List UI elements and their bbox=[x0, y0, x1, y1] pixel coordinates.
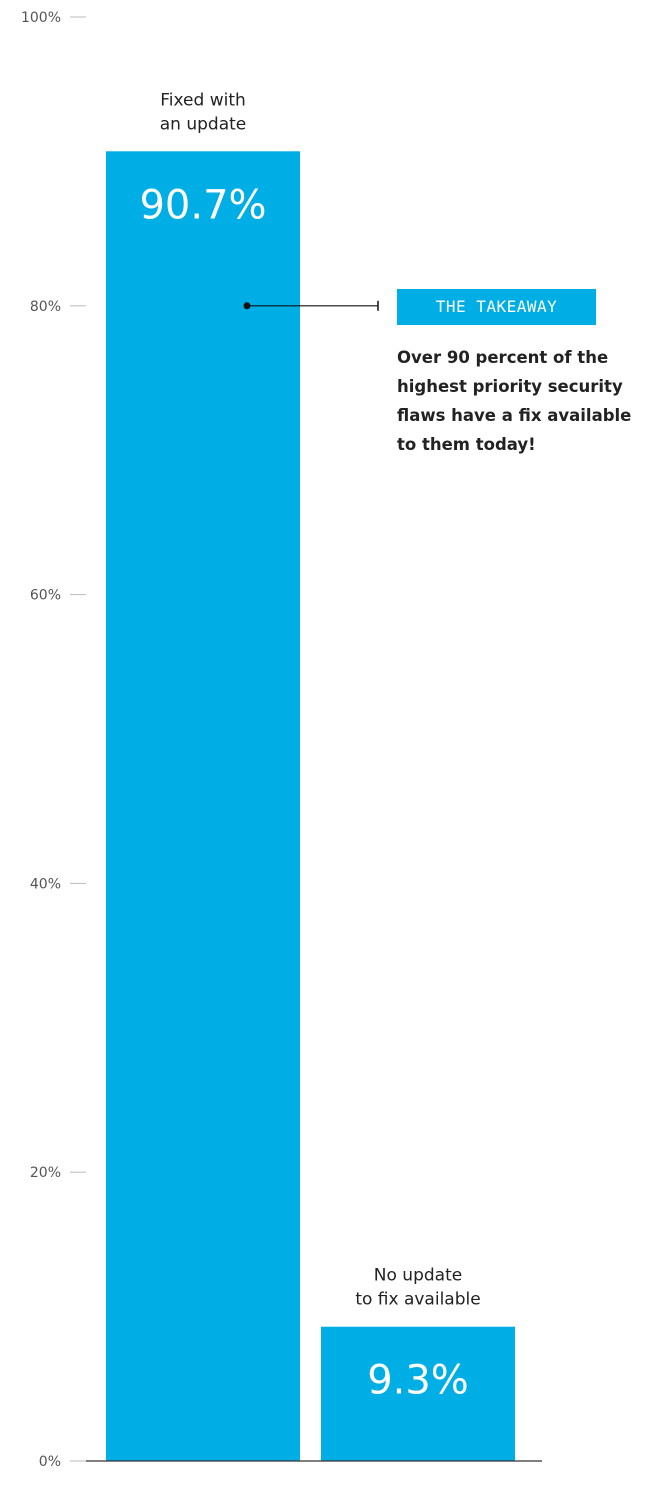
bar-value-label: 90.7% bbox=[139, 182, 266, 228]
y-tick-label: 0% bbox=[39, 1454, 61, 1470]
bar-category-label: No update bbox=[374, 1266, 462, 1286]
bars-group: 90.7% Fixed with an update 9.3% No update to … bbox=[106, 90, 515, 1462]
bar bbox=[106, 151, 300, 1462]
takeaway-badge: THE TAKEAWAY bbox=[397, 289, 596, 325]
bar-value-label: 9.3% bbox=[367, 1358, 469, 1404]
y-tick-label: 60% bbox=[30, 588, 61, 604]
y-tick-label: 100% bbox=[21, 10, 61, 26]
bar-category-label: an update bbox=[160, 114, 247, 134]
bar-category-label: to fix available bbox=[355, 1290, 480, 1310]
takeaway-text: Over 90 percent of the highest priority … bbox=[397, 348, 632, 454]
bar bbox=[321, 1326, 515, 1461]
y-axis: 0% 20% 40% 60% 80% 100% bbox=[21, 10, 86, 1470]
takeaway-title: THE TAKEAWAY bbox=[435, 297, 558, 316]
bar-category-label: Fixed with bbox=[160, 90, 246, 110]
y-tick-label: 40% bbox=[30, 876, 61, 892]
y-tick-label: 80% bbox=[30, 299, 61, 315]
y-tick-label: 20% bbox=[30, 1165, 61, 1181]
takeaway-connector bbox=[243, 300, 379, 311]
